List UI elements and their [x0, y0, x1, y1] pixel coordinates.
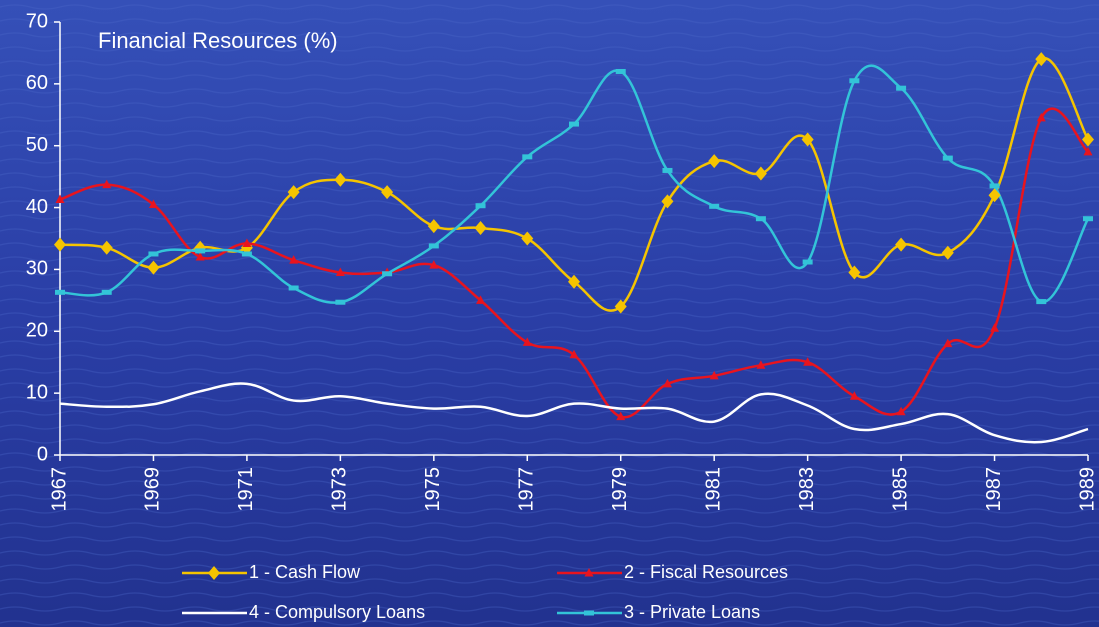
series-line [59, 382, 1089, 444]
marker [521, 231, 534, 246]
x-tick-label: 1985 [889, 467, 911, 512]
x-tick-label: 1967 [48, 467, 70, 512]
marker [381, 185, 394, 200]
marker [1082, 132, 1094, 147]
y-tick-label: 20 [26, 320, 48, 342]
marker [755, 216, 766, 222]
x-tick-label: 1969 [142, 467, 164, 512]
y-tick-label: 40 [26, 196, 48, 218]
marker [943, 338, 953, 348]
y-tick-label: 60 [26, 72, 48, 94]
x-tick-label: 1973 [329, 467, 351, 512]
marker [615, 68, 626, 74]
marker [427, 219, 440, 234]
marker [287, 185, 300, 200]
x-tick-label: 1987 [983, 467, 1005, 512]
marker [569, 349, 579, 359]
x-tick-label: 1975 [422, 467, 444, 512]
marker [289, 255, 299, 264]
marker [428, 243, 439, 249]
legend-label: 3 - Private Loans [624, 602, 760, 622]
y-tick-label: 30 [26, 258, 48, 280]
marker [1035, 52, 1048, 67]
marker [195, 248, 206, 254]
marker [242, 238, 252, 247]
marker [148, 199, 158, 208]
marker [195, 252, 205, 261]
marker [101, 289, 112, 295]
marker [990, 323, 1000, 332]
marker [522, 154, 533, 160]
marker [896, 85, 907, 91]
marker [942, 155, 953, 161]
marker [988, 188, 1001, 203]
marker [584, 610, 594, 616]
marker [100, 240, 113, 255]
marker [754, 166, 767, 181]
marker [708, 154, 721, 169]
marker [335, 299, 346, 305]
x-tick-label: 1979 [609, 467, 631, 512]
x-tick-label: 1977 [516, 467, 538, 512]
marker [55, 194, 65, 204]
marker [849, 391, 859, 400]
marker [896, 406, 906, 416]
x-tick-label: 1989 [1076, 467, 1098, 512]
marker [661, 194, 674, 209]
marker [662, 167, 673, 173]
legend-label: 4 - Compulsory Loans [249, 602, 425, 622]
y-tick-label: 50 [26, 134, 48, 156]
marker [941, 245, 954, 260]
marker [568, 274, 580, 289]
y-tick-label: 70 [26, 10, 48, 32]
marker [849, 78, 860, 84]
marker [848, 265, 861, 280]
marker [382, 271, 393, 277]
x-tick-label: 1981 [702, 467, 724, 512]
y-tick-label: 0 [37, 443, 48, 465]
marker [895, 237, 908, 252]
marker [241, 251, 252, 257]
marker [54, 237, 66, 252]
marker [614, 299, 627, 314]
x-tick-label: 1971 [235, 467, 257, 512]
marker [1036, 112, 1046, 122]
marker [616, 411, 626, 421]
marker [208, 566, 220, 580]
marker [584, 568, 594, 577]
marker [801, 132, 814, 147]
marker [474, 220, 487, 235]
chart-title: Financial Resources (%) [98, 28, 338, 53]
marker [102, 179, 112, 189]
marker [709, 203, 720, 209]
marker [803, 357, 813, 366]
marker [1036, 299, 1047, 305]
marker [55, 289, 65, 295]
marker [475, 203, 486, 209]
x-tick-label: 1983 [796, 467, 818, 512]
marker [569, 121, 579, 127]
marker [335, 267, 345, 277]
marker [429, 260, 439, 269]
marker [1083, 146, 1093, 156]
marker [802, 259, 813, 265]
marker [147, 260, 160, 275]
marker [288, 285, 299, 291]
marker [476, 295, 486, 304]
marker [1083, 216, 1093, 222]
marker [148, 251, 159, 257]
legend-label: 1 - Cash Flow [249, 562, 361, 582]
marker [334, 172, 347, 187]
marker [756, 360, 766, 369]
marker [662, 378, 672, 388]
legend-label: 2 - Fiscal Resources [624, 562, 788, 582]
marker [522, 337, 532, 346]
marker [989, 183, 1000, 189]
y-tick-label: 10 [26, 381, 48, 403]
marker [709, 370, 719, 380]
